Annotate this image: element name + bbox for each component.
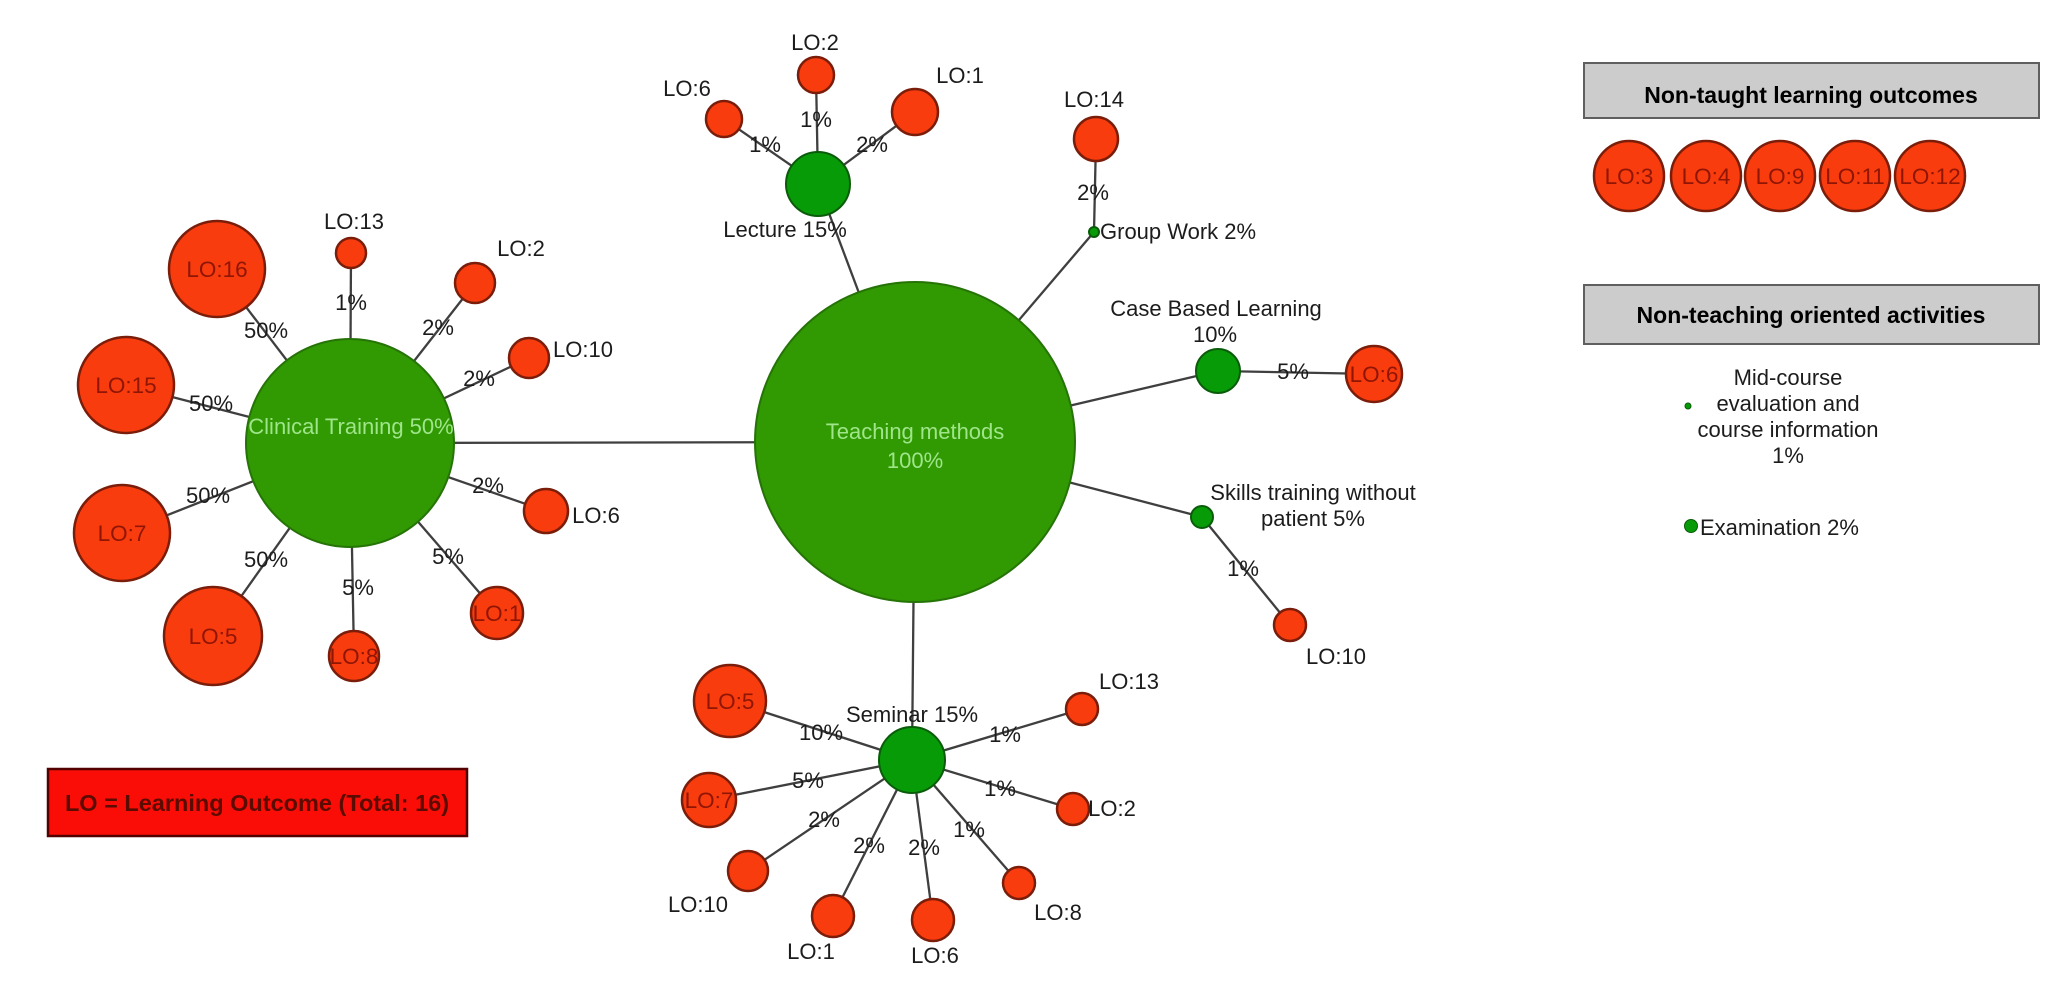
svg-text:LO:7: LO:7: [685, 788, 734, 813]
svg-text:1%: 1%: [335, 290, 367, 315]
svg-text:2%: 2%: [422, 315, 454, 340]
svg-text:LO:2: LO:2: [791, 30, 839, 55]
svg-text:5%: 5%: [1277, 359, 1309, 384]
svg-text:1%: 1%: [984, 776, 1016, 801]
svg-text:LO:8: LO:8: [1034, 900, 1082, 925]
svg-text:1%: 1%: [1772, 443, 1804, 468]
svg-text:5%: 5%: [432, 544, 464, 569]
svg-text:50%: 50%: [186, 483, 230, 508]
svg-text:2%: 2%: [463, 366, 495, 391]
svg-text:LO:6: LO:6: [911, 943, 959, 968]
svg-text:LO:6: LO:6: [1350, 362, 1399, 387]
svg-text:LO:10: LO:10: [553, 337, 613, 362]
svg-text:Case Based Learning: Case Based Learning: [1110, 296, 1322, 321]
svg-text:2%: 2%: [856, 132, 888, 157]
svg-text:10%: 10%: [799, 720, 843, 745]
svg-text:10%: 10%: [1193, 322, 1237, 347]
svg-text:LO:10: LO:10: [668, 892, 728, 917]
svg-text:LO:8: LO:8: [330, 644, 379, 669]
svg-text:Seminar 15%: Seminar 15%: [846, 702, 978, 727]
svg-text:50%: 50%: [244, 547, 288, 572]
svg-text:2%: 2%: [853, 833, 885, 858]
svg-text:Non-teaching oriented activiti: Non-teaching oriented activities: [1637, 302, 1986, 328]
svg-text:2%: 2%: [1077, 180, 1109, 205]
svg-text:LO:11: LO:11: [1825, 164, 1885, 189]
svg-text:100%: 100%: [887, 448, 943, 473]
svg-text:Clinical Training 50%: Clinical Training 50%: [248, 414, 453, 439]
svg-text:1%: 1%: [953, 817, 985, 842]
svg-text:LO:16: LO:16: [186, 257, 247, 282]
svg-text:LO:2: LO:2: [1088, 796, 1136, 821]
svg-text:50%: 50%: [244, 318, 288, 343]
svg-text:LO:7: LO:7: [98, 521, 147, 546]
svg-text:LO:6: LO:6: [663, 76, 711, 101]
svg-text:LO:3: LO:3: [1605, 164, 1654, 189]
svg-text:Teaching methods: Teaching methods: [826, 419, 1005, 444]
svg-text:LO:6: LO:6: [572, 503, 620, 528]
svg-text:LO:5: LO:5: [189, 624, 238, 649]
svg-text:patient 5%: patient 5%: [1261, 506, 1365, 531]
svg-text:evaluation and: evaluation and: [1716, 391, 1859, 416]
svg-text:Group Work 2%: Group Work 2%: [1100, 219, 1256, 244]
svg-text:LO:1: LO:1: [787, 939, 835, 964]
svg-text:Mid-course: Mid-course: [1734, 365, 1843, 390]
svg-text:LO:9: LO:9: [1756, 164, 1805, 189]
svg-text:LO:12: LO:12: [1899, 164, 1960, 189]
svg-text:LO:5: LO:5: [706, 689, 755, 714]
svg-text:Examination 2%: Examination 2%: [1700, 515, 1859, 540]
svg-text:LO:14: LO:14: [1064, 87, 1124, 112]
svg-text:LO:4: LO:4: [1682, 164, 1731, 189]
svg-text:LO = Learning Outcome (Total:: LO = Learning Outcome (Total: 16): [65, 790, 449, 816]
svg-text:Non-taught learning outcomes: Non-taught learning outcomes: [1644, 82, 1978, 108]
svg-text:LO:1: LO:1: [473, 601, 522, 626]
svg-text:2%: 2%: [472, 473, 504, 498]
svg-text:LO:1: LO:1: [936, 63, 984, 88]
svg-text:1%: 1%: [1227, 556, 1259, 581]
svg-text:1%: 1%: [800, 107, 832, 132]
svg-text:course information: course information: [1698, 417, 1879, 442]
svg-text:2%: 2%: [908, 835, 940, 860]
svg-text:5%: 5%: [342, 575, 374, 600]
svg-text:LO:13: LO:13: [1099, 669, 1159, 694]
svg-text:LO:13: LO:13: [324, 209, 384, 234]
svg-text:Skills training without: Skills training without: [1210, 480, 1415, 505]
svg-text:1%: 1%: [989, 722, 1021, 747]
svg-text:Lecture 15%: Lecture 15%: [723, 217, 847, 242]
svg-text:LO:15: LO:15: [95, 373, 156, 398]
svg-text:LO:2: LO:2: [497, 236, 545, 261]
svg-text:1%: 1%: [749, 132, 781, 157]
svg-text:LO:10: LO:10: [1306, 644, 1366, 669]
svg-text:2%: 2%: [808, 807, 840, 832]
svg-text:50%: 50%: [189, 391, 233, 416]
svg-text:5%: 5%: [792, 768, 824, 793]
